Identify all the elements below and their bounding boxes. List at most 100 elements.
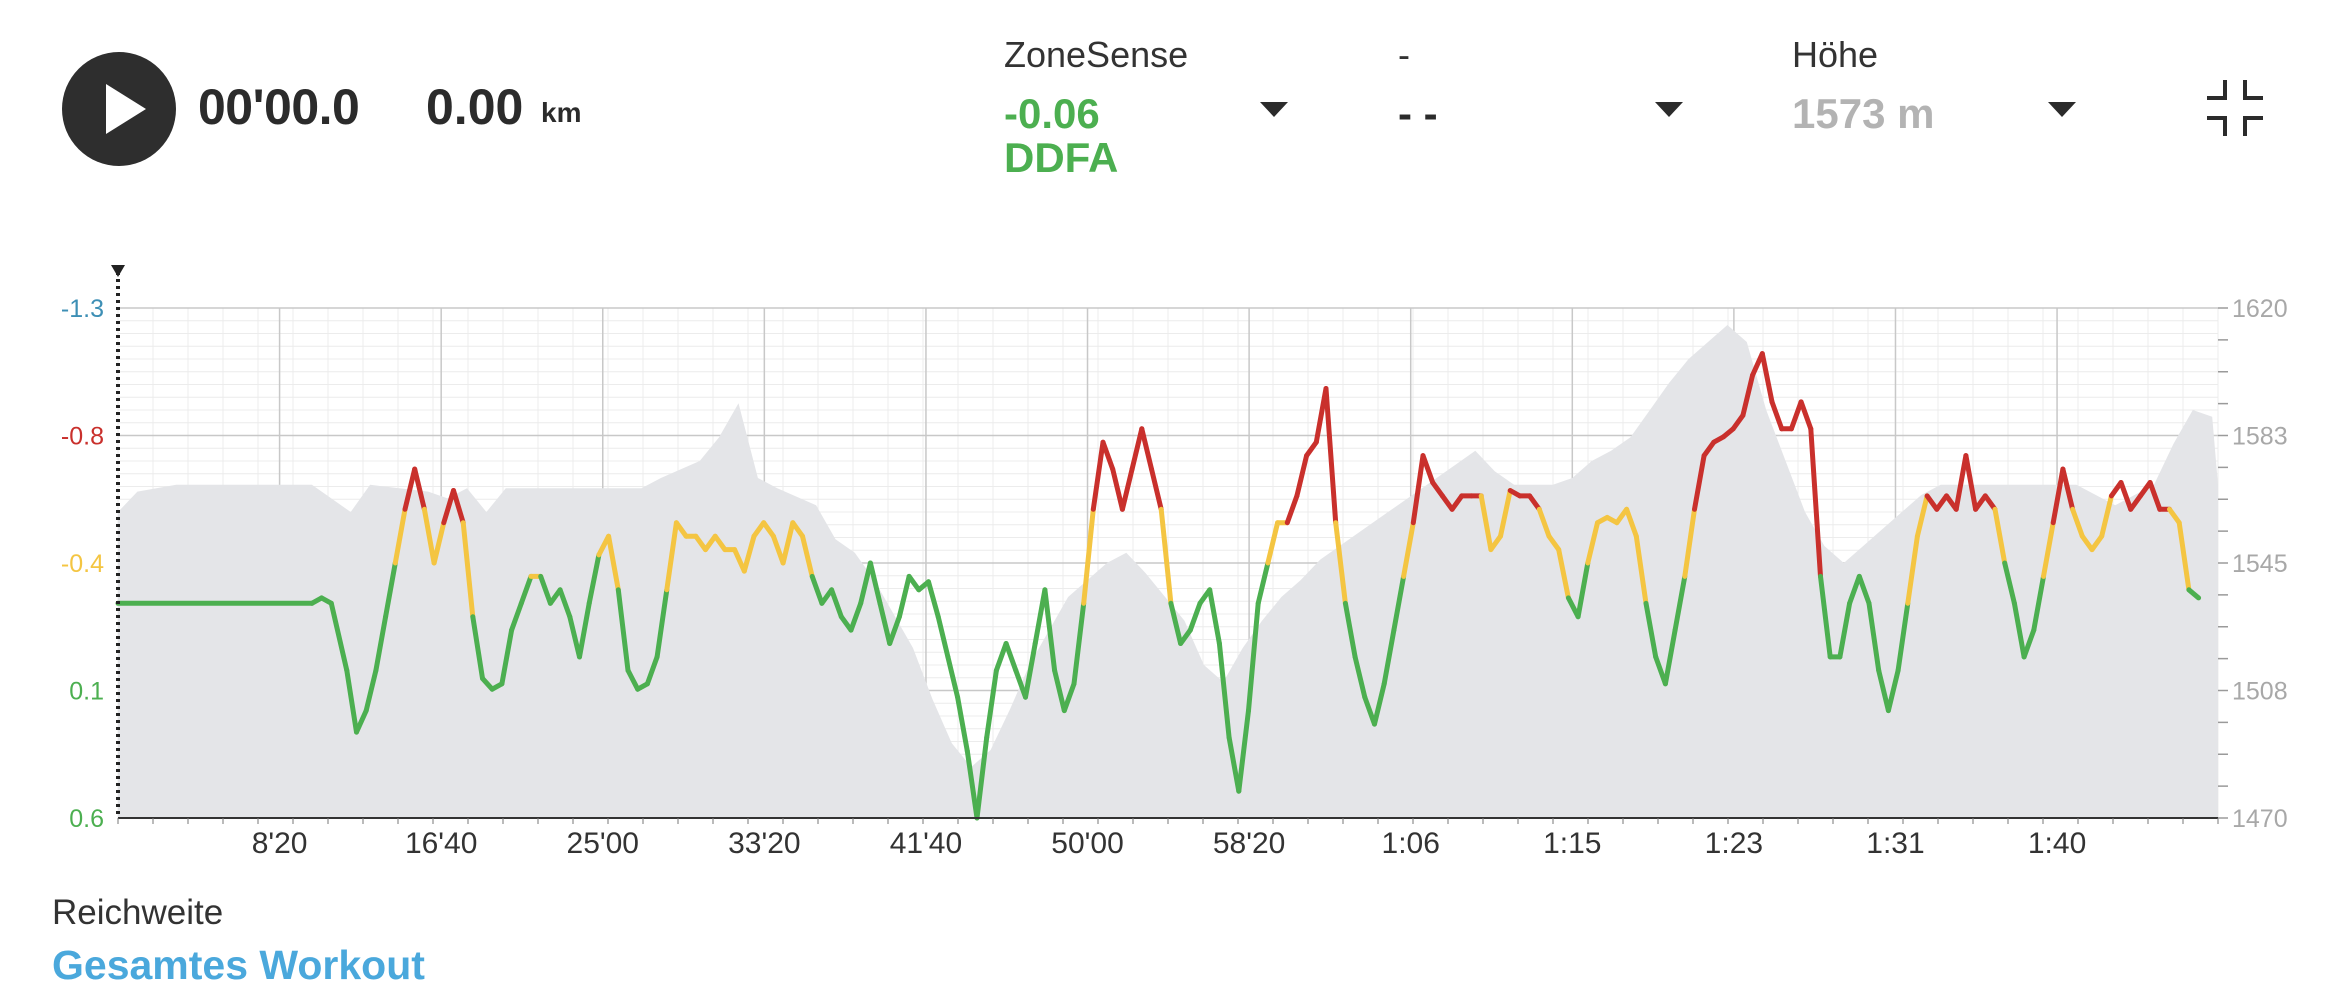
zonesense-line-segment	[1381, 627, 1397, 687]
x-tick-label: 58'20	[1213, 827, 1285, 855]
zonesense-line-segment	[1236, 708, 1251, 794]
zonesense-line-segment	[421, 506, 437, 566]
zonesense-line-segment	[586, 552, 602, 606]
chevron-down-icon[interactable]	[2048, 102, 2076, 117]
zonesense-line-segment	[2128, 493, 2143, 512]
zonesense-line-segment	[509, 600, 524, 633]
zonesense-line-segment	[751, 520, 767, 539]
chevron-down-icon[interactable]	[1655, 102, 1683, 117]
zonesense-line-segment	[328, 600, 350, 673]
x-tick-label: 25'00	[567, 827, 639, 855]
zonesense-line-segment	[703, 533, 718, 553]
zonesense-line-segment	[2176, 520, 2192, 593]
zonesense-line-segment	[955, 694, 970, 754]
zonesense-line-segment	[2186, 587, 2202, 601]
collapse-icon[interactable]	[2205, 78, 2265, 138]
metric-1-value: -0.06	[1004, 90, 1100, 137]
zonesense-line-segment	[858, 560, 873, 606]
zonesense-line-segment	[1633, 533, 1649, 606]
zonesense-line-segment	[1032, 587, 1048, 646]
x-tick-label: 50'00	[1051, 827, 1123, 855]
zonesense-line-segment	[2060, 466, 2076, 512]
zonesense-line-segment	[1401, 520, 1416, 579]
zonesense-line-segment	[1304, 439, 1319, 459]
zonesense-line-segment	[1323, 386, 1339, 526]
x-tick-label: 33'20	[728, 827, 800, 855]
zonesense-line-segment	[567, 614, 582, 660]
zonesense-line-segment	[1798, 399, 1814, 432]
play-button[interactable]	[62, 52, 176, 166]
zonesense-line-segment	[451, 488, 466, 526]
zonesense-line-segment	[1226, 735, 1242, 794]
zonesense-line-segment	[2070, 506, 2085, 539]
zonesense-line-segment	[732, 547, 747, 574]
zonesense-line-segment	[1692, 453, 1707, 512]
y-left-tick-label: 0.1	[69, 678, 104, 706]
zonesense-line-segment	[1333, 520, 1348, 606]
zonesense-line-segment	[993, 641, 1009, 673]
zonesense-line-segment	[1866, 600, 1882, 673]
y-right-tick-label: 1620	[2232, 295, 2288, 323]
playhead-marker	[111, 265, 125, 277]
zonesense-line-segment	[1905, 533, 1920, 606]
zonesense-line-segment	[470, 614, 485, 681]
zonesense-line-segment	[877, 600, 893, 646]
zonesense-line-segment	[1129, 426, 1145, 472]
zonesense-line-segment	[654, 587, 670, 660]
zonesense-line-segment	[2002, 560, 2017, 606]
zonesense-line-segment	[1071, 600, 1087, 687]
metric-1-unit: DDFA	[1004, 134, 1119, 181]
zonesense-line-segment	[1895, 600, 1911, 673]
y-right-tick-label: 1508	[2232, 678, 2288, 706]
zonesense-line-segment	[1207, 587, 1222, 646]
zonesense-line-segment	[518, 573, 534, 606]
zonesense-line-segment	[1372, 681, 1387, 727]
zonesense-line-segment	[1769, 399, 1785, 432]
zonesense-line-segment	[1556, 547, 1571, 601]
zonesense-line-segment	[1818, 573, 1833, 660]
zonesense-line-segment	[1149, 466, 1164, 512]
zonesense-line-segment	[1100, 439, 1116, 472]
zonesense-line-segment	[984, 667, 999, 740]
range-selector[interactable]: Gesamtes Workout	[52, 942, 425, 988]
zonesense-line-segment	[1575, 560, 1591, 620]
y-right-tick-label: 1545	[2232, 550, 2288, 578]
zonesense-line-segment	[1856, 573, 1872, 606]
zonesense-line-segment	[354, 708, 369, 735]
zonesense-line-segment	[935, 614, 951, 660]
zonesense-line-segment	[673, 520, 689, 539]
zonesense-line-segment	[1052, 667, 1067, 714]
zonesense-line-segment	[1449, 493, 1465, 512]
zonesense-line-segment	[2167, 506, 2182, 526]
zonesense-line-segment	[1701, 439, 1717, 459]
zonesense-line-segment	[373, 614, 389, 673]
zonesense-line-segment	[800, 533, 815, 579]
zonesense-line-segment	[1042, 587, 1058, 673]
zonesense-line-segment	[1139, 426, 1154, 472]
zonesense-line-segment	[577, 600, 592, 660]
zonesense-line-segment	[1672, 573, 1688, 633]
zonesense-line-segment	[1119, 466, 1135, 512]
zonesense-line-segment	[1391, 573, 1407, 633]
zonesense-line-segment	[431, 520, 447, 566]
y-left-tick-label: -1.3	[61, 295, 104, 323]
zonesense-line-segment	[1837, 600, 1853, 660]
chart[interactable]: -1.3 -0.8 -0.4 0.1 0.6 1620 1583 1545 1508 1470 8'…	[0, 255, 2343, 855]
zonesense-line-segment	[1061, 681, 1077, 714]
zonesense-line-segment	[1662, 627, 1678, 687]
zonesense-line-segment	[848, 600, 864, 633]
x-tick-label: 1:06	[1382, 827, 1440, 855]
zonesense-line-segment	[1158, 506, 1174, 606]
chevron-down-icon[interactable]	[1260, 102, 1288, 117]
zonesense-line-segment	[712, 533, 728, 553]
zonesense-line-segment	[1740, 372, 1756, 418]
metric-2-label: -	[1398, 34, 1410, 75]
zonesense-line-segment	[1759, 351, 1775, 405]
zonesense-line-segment	[1585, 520, 1600, 566]
zonesense-line-segment	[402, 466, 418, 512]
zonesense-line-segment	[1488, 533, 1503, 553]
zonesense-line-segment	[2021, 627, 2037, 660]
zonesense-line-segment	[1246, 600, 1261, 714]
zonesense-line-segment	[1430, 480, 1445, 499]
zonesense-line-segment	[644, 654, 660, 687]
